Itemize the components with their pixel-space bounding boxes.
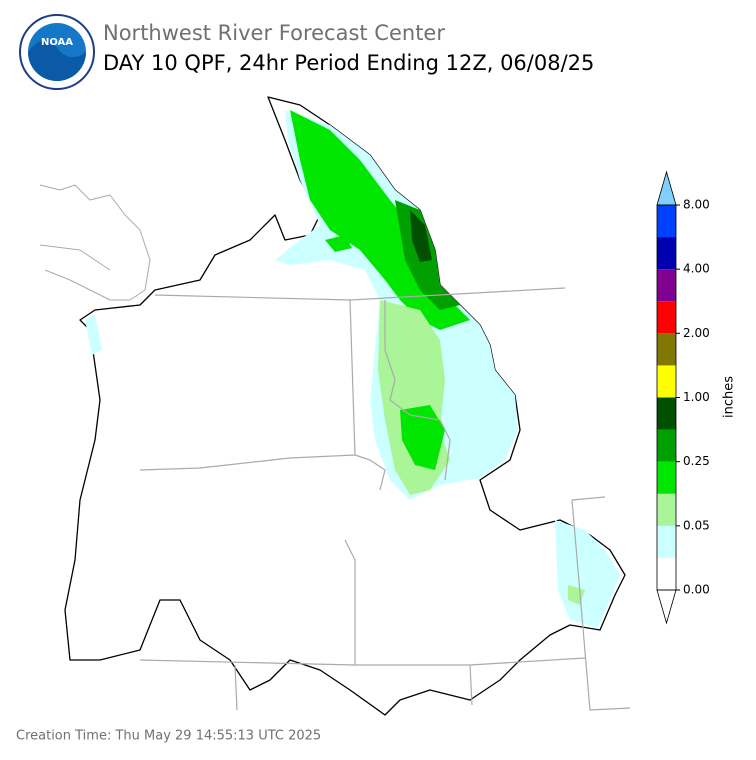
colorbar-tick-label: 8.00 [683, 198, 710, 212]
colorbar-segment [657, 365, 676, 398]
colorbar-extend-max [656, 170, 677, 206]
colorbar-tick-label: 0.00 [683, 583, 710, 597]
colorbar-segment [657, 205, 676, 238]
colorbar-segment [657, 397, 676, 430]
colorbar-segment [657, 525, 676, 558]
subtitle: DAY 10 QPF, 24hr Period Ending 12Z, 06/0… [103, 51, 594, 75]
colorbar-tick-label: 2.00 [683, 326, 710, 340]
colorbar-tick-label: 0.05 [683, 518, 710, 532]
map [39, 96, 631, 716]
colorbar-extend-min [656, 589, 677, 625]
colorbar-segment [657, 269, 676, 302]
creation-time: Creation Time: Thu May 29 14:55:13 UTC 2… [16, 729, 321, 744]
logo: NOAA [19, 14, 95, 90]
colorbar-segment [657, 493, 676, 526]
colorbar-segment [657, 461, 676, 494]
colorbar-segment [657, 429, 676, 462]
colorbar: 0.00 0.05 0.25 1.00 2.00 4.00 8.00 [656, 170, 710, 625]
colorbar-segment [657, 237, 676, 270]
colorbar-segment [657, 333, 676, 366]
colorbar-tick-label: 0.25 [683, 454, 710, 468]
colorbar-tick-label: 1.00 [683, 390, 710, 404]
colorbar-segment [657, 557, 676, 590]
title: Northwest River Forecast Center [103, 21, 445, 45]
colorbar-label: inches [722, 376, 737, 418]
colorbar-segment [657, 301, 676, 334]
logo-text: NOAA [41, 37, 73, 48]
colorbar-tick-label: 4.00 [683, 262, 710, 276]
